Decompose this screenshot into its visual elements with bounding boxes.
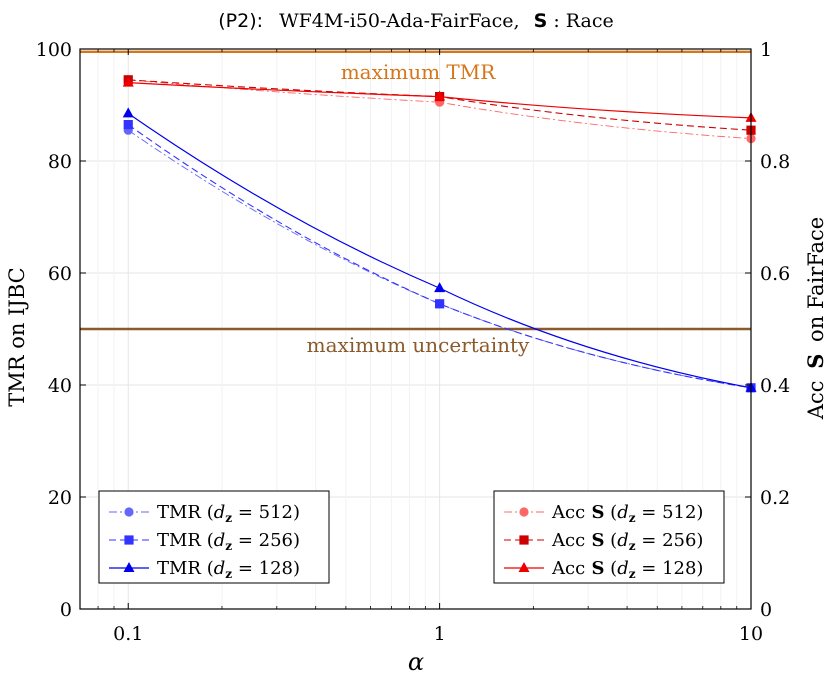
x-tick-label: 0.1 [113, 623, 143, 645]
title-bold: S [534, 10, 548, 32]
y2-tick-label: 1 [760, 39, 772, 61]
y-tick-label: 20 [48, 487, 72, 509]
y-tick-label: 80 [48, 151, 72, 173]
plot-frame [79, 48, 752, 610]
y2-tick-label: 0.8 [760, 151, 790, 173]
acc-legend-marker [518, 562, 530, 572]
y-tick-label: 0 [60, 599, 72, 621]
title-prefix: (P2): [218, 10, 263, 32]
x-tick-label: 1 [434, 623, 446, 645]
acc-legend-label: Acc S (dz = 256) [551, 530, 703, 553]
y2-tick-label: 0.4 [760, 375, 790, 397]
tmr-legend-label: TMR (dz = 256) [157, 530, 300, 553]
Acc-128-point [434, 90, 446, 101]
legends: TMR (dz = 512) TMR (dz = 256) TMR (dz = 12… [98, 490, 725, 584]
tmr-legend-marker [124, 507, 134, 517]
y2-tick-label: 0 [760, 599, 772, 621]
tmr-legend-marker [124, 535, 134, 545]
TMR-128-point [434, 282, 446, 293]
TMR-128-point [122, 107, 134, 118]
chart-title: (P2): WF4M-i50-Ada-FairFace, S : Race [218, 10, 614, 32]
y2-label-suffix: on FairFace [804, 217, 828, 342]
y2-tick-label: 0.6 [760, 263, 790, 285]
Acc-128-point [122, 76, 134, 87]
max-uncertainty-label: maximum uncertainty [307, 333, 530, 357]
x-axis-label: α [408, 648, 424, 676]
x-tick-label: 10 [739, 623, 763, 645]
y-tick-label: 60 [48, 263, 72, 285]
TMR-256-line [127, 124, 752, 389]
tmr-legend-marker [123, 562, 135, 572]
max-tmr-label: maximum TMR [341, 60, 497, 84]
data-series [122, 75, 757, 393]
TMR-256-point [435, 299, 445, 309]
acc-legend-label: Acc S (dz = 128) [551, 558, 703, 581]
y2-axis-label: Acc S on FairFace [803, 217, 828, 420]
acc-legend-marker [519, 535, 529, 545]
y2-label-prefix: Acc [804, 380, 828, 420]
y2-tick-label: 0.2 [760, 487, 790, 509]
tmr-legend-label: TMR (dz = 512) [157, 502, 300, 525]
y-tick-label: 100 [36, 39, 72, 61]
title-suffix: : Race [553, 10, 613, 32]
y-axis-label: TMR on IJBC [5, 267, 29, 406]
acc-legend-label: Acc S (dz = 512) [551, 502, 703, 525]
tmr-legend-label: TMR (dz = 128) [157, 558, 300, 581]
TMR-256-point [123, 120, 133, 130]
y2-label-bold: S [803, 354, 828, 369]
horizontal-reference-lines: maximum TMR maximum uncertainty [80, 50, 751, 357]
title-body: WF4M-i50-Ada-FairFace, [279, 10, 520, 32]
acc-legend-marker [519, 507, 529, 517]
y-tick-label: 40 [48, 375, 72, 397]
